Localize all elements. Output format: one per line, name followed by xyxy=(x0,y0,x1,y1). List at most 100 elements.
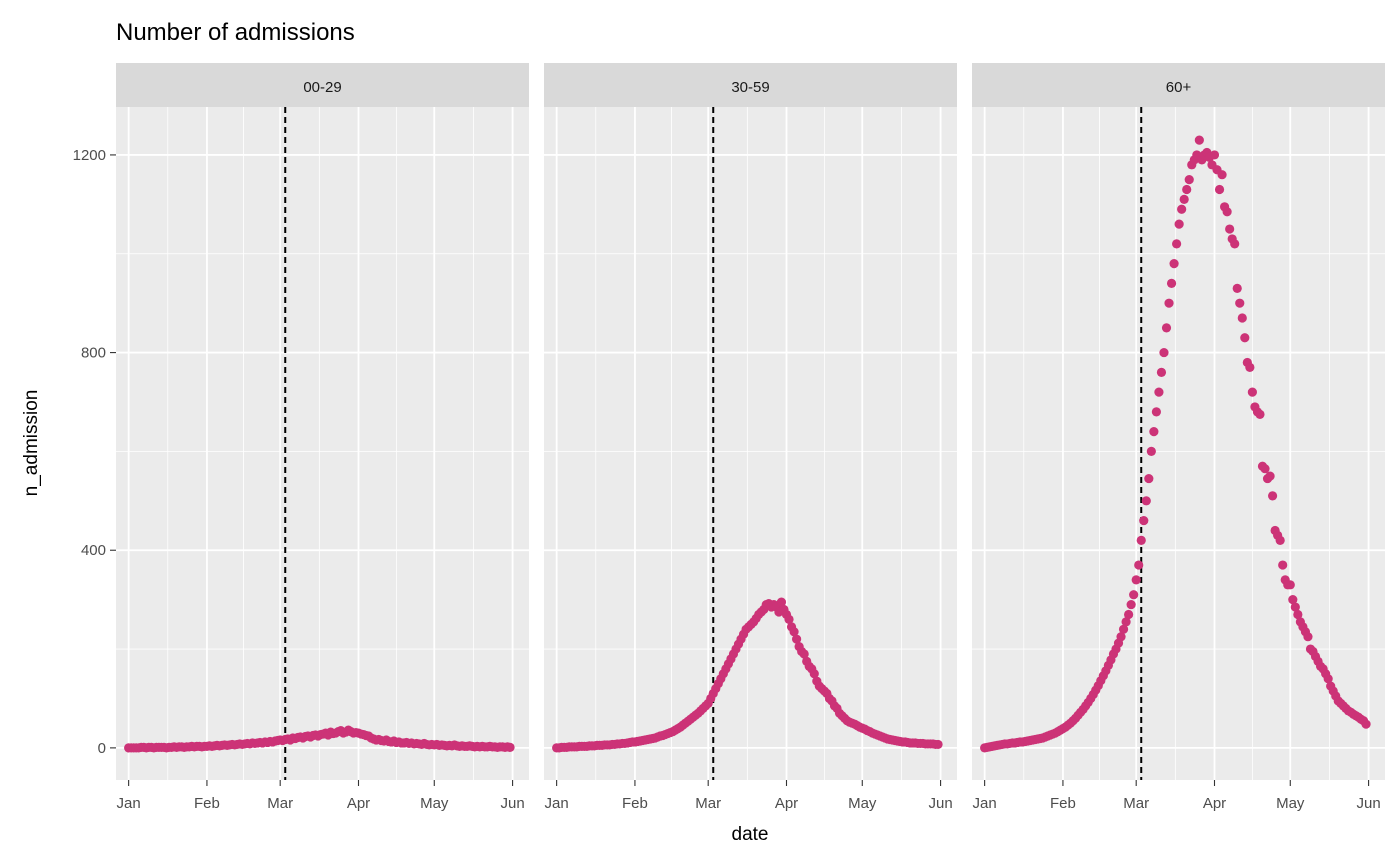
data-point xyxy=(1166,278,1177,289)
x-tick-label: Mar xyxy=(695,795,721,812)
data-point xyxy=(1179,194,1189,205)
data-point xyxy=(1116,632,1126,642)
data-point xyxy=(809,669,819,679)
facet-panel-1: 00-29 Jan Feb Mar Apr May Jun xyxy=(116,63,529,812)
data-point xyxy=(1288,595,1298,605)
data-point xyxy=(1247,387,1257,397)
x-tick-label: Jan xyxy=(117,795,141,812)
data-point xyxy=(1141,496,1151,506)
x-tick-label: Jan xyxy=(973,795,997,812)
x-tick-label: Jan xyxy=(545,795,569,812)
data-point xyxy=(1323,674,1333,684)
data-point xyxy=(1303,632,1313,642)
facet-strip xyxy=(972,63,1385,107)
data-point xyxy=(1278,560,1288,570)
x-tick-label: Jun xyxy=(928,795,952,812)
data-point xyxy=(1260,464,1270,474)
data-point xyxy=(1131,575,1141,585)
data-point xyxy=(1118,624,1129,634)
data-point xyxy=(1149,427,1159,437)
x-tick-label: Apr xyxy=(1203,795,1226,812)
data-point xyxy=(1154,387,1164,397)
facet-panel-2: 30-59 Jan Feb Mar Apr May Jun xyxy=(544,63,957,812)
facet-strip xyxy=(544,63,957,107)
data-point xyxy=(1265,471,1275,481)
data-point xyxy=(799,649,809,659)
facet-strip xyxy=(116,63,529,107)
data-point xyxy=(1121,617,1131,627)
x-tick-label: Apr xyxy=(775,795,798,812)
data-point xyxy=(1129,590,1139,600)
data-point xyxy=(1146,446,1156,457)
data-point xyxy=(1290,602,1300,612)
x-tick-label: May xyxy=(1276,795,1305,812)
data-point xyxy=(1124,609,1134,620)
data-point xyxy=(1235,298,1245,308)
data-point xyxy=(1177,204,1187,214)
panel-background xyxy=(972,107,1385,780)
data-point xyxy=(1285,580,1295,590)
data-point xyxy=(1194,135,1204,145)
data-point xyxy=(505,742,515,752)
y-axis-title: n_admission xyxy=(21,390,42,497)
data-point xyxy=(1169,259,1179,269)
data-point xyxy=(1164,298,1174,308)
facet-strip-label: 30-59 xyxy=(731,79,769,96)
x-tick-label: Jun xyxy=(1356,795,1380,812)
data-point xyxy=(791,634,802,644)
panel-background xyxy=(544,107,957,780)
data-point xyxy=(933,739,943,750)
data-point xyxy=(1267,491,1278,501)
y-tick-label: 400 xyxy=(81,542,106,559)
data-point xyxy=(1172,239,1182,249)
facet-strip-label: 00-29 xyxy=(303,79,341,96)
x-tick-label: Feb xyxy=(194,795,220,812)
data-point xyxy=(1136,535,1146,545)
data-point xyxy=(1275,535,1285,545)
x-tick-label: Mar xyxy=(1123,795,1149,812)
data-point xyxy=(1217,170,1227,180)
x-tick-label: Jun xyxy=(500,795,524,812)
data-point xyxy=(1209,150,1220,160)
data-point xyxy=(776,597,787,607)
x-axis-title: date xyxy=(732,824,769,845)
data-point xyxy=(1139,515,1149,526)
data-point xyxy=(1293,609,1303,620)
data-point xyxy=(1225,224,1235,234)
x-tick-label: Mar xyxy=(267,795,293,812)
chart-title: Number of admissions xyxy=(116,19,355,46)
data-point xyxy=(1232,283,1242,293)
x-tick-label: Apr xyxy=(347,795,370,812)
data-point xyxy=(1361,719,1371,729)
data-point xyxy=(1182,184,1192,195)
x-tick-label: May xyxy=(848,795,877,812)
data-point xyxy=(1126,599,1136,610)
data-point xyxy=(1174,219,1184,229)
data-point xyxy=(1245,362,1255,373)
data-point xyxy=(1214,184,1225,195)
data-point xyxy=(1222,207,1232,217)
data-point xyxy=(789,627,799,637)
y-tick-label: 1200 xyxy=(73,147,106,164)
panel-background xyxy=(116,107,529,780)
data-point xyxy=(1134,560,1144,570)
facet-panel-3: 60+ Jan Feb Mar Apr May Jun xyxy=(972,63,1385,812)
x-tick-label: May xyxy=(420,795,449,812)
y-tick-label: 800 xyxy=(81,345,106,362)
data-point xyxy=(1184,175,1194,185)
data-point xyxy=(1151,407,1161,417)
y-tick-label: 0 xyxy=(98,740,106,757)
data-point xyxy=(1156,367,1167,377)
data-point xyxy=(1161,323,1172,333)
data-point xyxy=(1255,409,1265,419)
data-point xyxy=(1237,313,1247,323)
x-tick-label: Feb xyxy=(622,795,648,812)
data-point xyxy=(1159,347,1169,358)
facet-strip-label: 60+ xyxy=(1166,79,1192,96)
data-point xyxy=(1144,473,1154,484)
data-point xyxy=(784,614,794,625)
x-tick-label: Feb xyxy=(1050,795,1076,812)
data-point xyxy=(1230,239,1240,249)
data-point xyxy=(1240,333,1250,343)
